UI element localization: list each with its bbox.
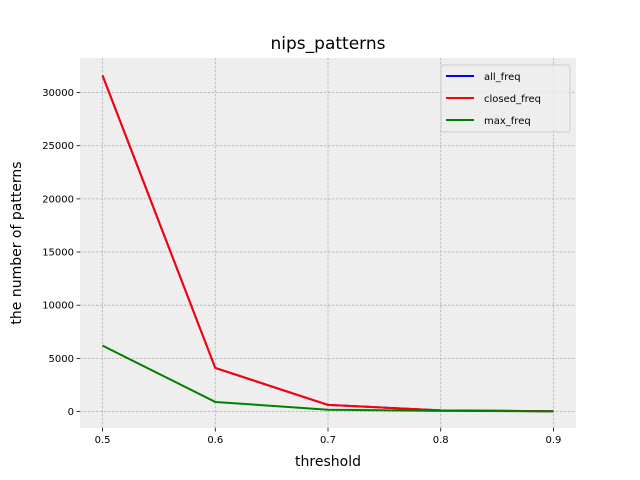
y-tick-label: 0	[68, 407, 74, 418]
y-tick-label: 5000	[49, 354, 74, 365]
x-tick-label: 0.8	[433, 435, 449, 446]
series-line-max-freq	[102, 344, 554, 413]
legend-box	[440, 64, 571, 133]
x-axis-label: threshold	[295, 454, 361, 470]
y-tick-label: 20000	[42, 194, 74, 205]
legend: all_freq closed_freq max_freq	[440, 64, 571, 133]
x-tick-label: 0.5	[95, 435, 111, 446]
x-tick-label: 0.6	[207, 435, 223, 446]
x-tick-label: 0.9	[546, 435, 562, 446]
y-axis-ticks: 0 5000 10000 15000 20000 25000 30000	[42, 88, 80, 418]
y-tick-label: 25000	[42, 141, 74, 152]
y-axis-label: the number of patterns	[9, 161, 25, 324]
x-axis-ticks: 0.5 0.6 0.7 0.8 0.9	[95, 428, 562, 446]
legend-label: max_freq	[484, 116, 531, 127]
y-tick-label: 15000	[42, 248, 74, 259]
chart-title: nips_patterns	[271, 34, 386, 54]
legend-label: closed_freq	[484, 94, 541, 105]
series-lines	[101, 75, 554, 413]
legend-label: all_freq	[484, 72, 521, 83]
x-tick-label: 0.7	[320, 435, 336, 446]
y-tick-label: 30000	[42, 88, 74, 99]
y-tick-label: 10000	[42, 301, 74, 312]
